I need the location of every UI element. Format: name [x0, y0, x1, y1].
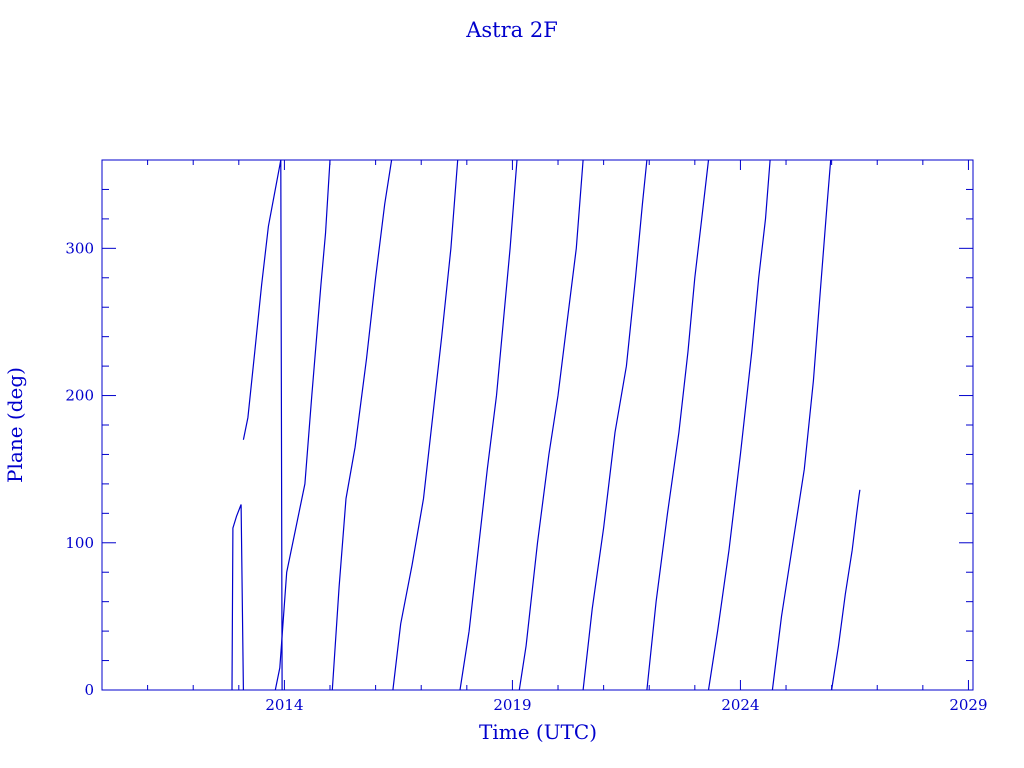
series-line: [582, 159, 648, 691]
y-tick-label: 0: [84, 681, 94, 699]
series-line: [771, 159, 832, 691]
chart-title: Astra 2F: [465, 18, 558, 42]
y-tick-label: 100: [65, 534, 94, 552]
series-line: [646, 159, 710, 691]
y-tick-label: 300: [65, 239, 94, 257]
x-tick-label: 2029: [949, 696, 987, 714]
x-tick-label: 2024: [721, 696, 759, 714]
series-line: [707, 159, 771, 691]
y-axis-title: Plane (deg): [3, 367, 27, 483]
series-line: [831, 489, 861, 691]
ticks-group: 2014 2019 2024 2029 0 100 200 300: [65, 159, 988, 714]
plot-frame: [101, 159, 974, 691]
series-line: [392, 159, 459, 691]
y-tick-label: 200: [65, 387, 94, 405]
x-axis-title: Time (UTC): [479, 720, 597, 744]
series-line: [274, 159, 331, 691]
series-line: [518, 159, 584, 691]
series-group: [231, 159, 861, 691]
series-line: [331, 159, 393, 691]
x-tick-label: 2014: [265, 696, 303, 714]
series-line: [231, 504, 244, 691]
series-line: [242, 159, 283, 691]
x-tick-label: 2019: [493, 696, 531, 714]
series-line: [459, 159, 518, 691]
